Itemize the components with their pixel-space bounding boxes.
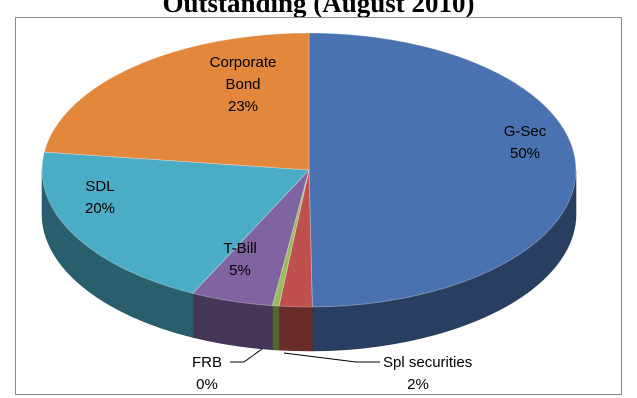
leader-line-spl-securities — [283, 352, 380, 363]
data-label-corporate-bond: Corporate Bond 23% — [210, 54, 277, 115]
data-label-g-sec: G-Sec 50% — [504, 123, 547, 162]
pie-slice-g-sec — [308, 32, 577, 308]
data-label-t-bill: T-Bill 5% — [223, 240, 256, 279]
pie-slice-t-bill — [191, 169, 310, 307]
data-label-sdl: SDL 20% — [85, 178, 115, 217]
chart-title: Outstanding (August 2010) — [162, 0, 475, 18]
leader-line-frb — [230, 348, 263, 363]
pie-slice-sdl — [41, 151, 310, 294]
pie-side-frb — [272, 305, 280, 351]
data-label-frb-pct: 0% — [196, 376, 218, 393]
pie-side-spl-securities — [278, 305, 313, 352]
data-label-spl-securities: Spl securities — [383, 354, 472, 371]
pie-slice-spl-securities — [278, 169, 313, 308]
pie-slice-frb — [271, 169, 310, 307]
data-label-spl-securities-pct: 2% — [407, 376, 429, 393]
pie-slice-corporate-bond — [43, 32, 310, 171]
data-label-frb: FRB — [192, 354, 222, 371]
